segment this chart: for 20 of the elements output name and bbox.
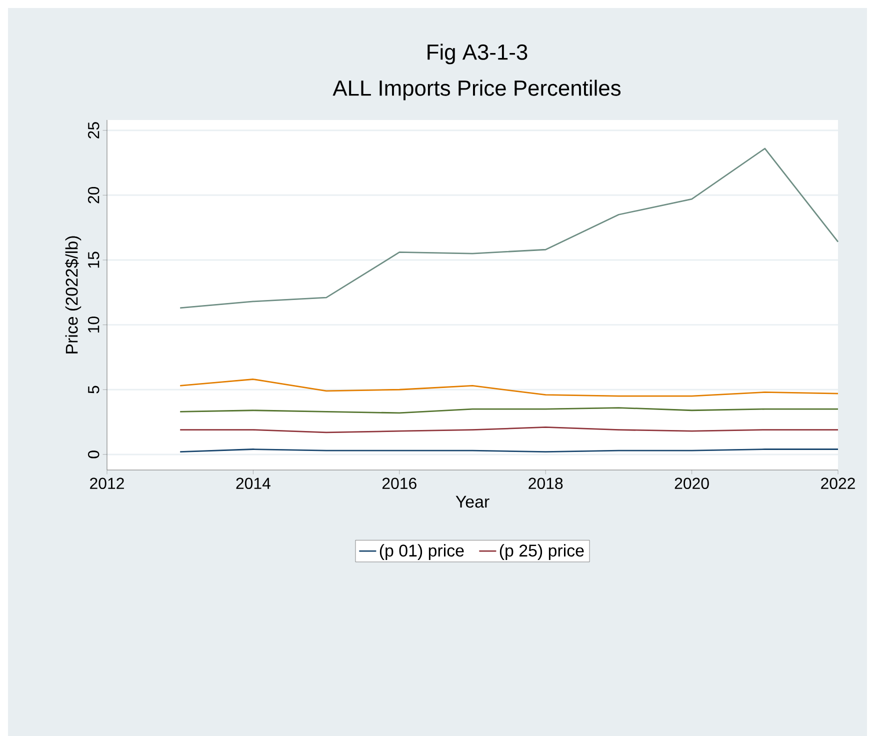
y-tick-label: 20 xyxy=(88,186,100,204)
x-tick-label: 2020 xyxy=(674,478,709,490)
y-tick-label: 25 xyxy=(88,122,100,138)
line-series xyxy=(179,378,839,397)
y-tick-label: 0 xyxy=(88,450,100,458)
line-series xyxy=(179,148,839,309)
x-tick-label: 2022 xyxy=(821,478,855,490)
y-tick-label: 15 xyxy=(88,252,100,268)
legend-label: (p 01) price xyxy=(380,544,464,560)
x-tick-label: 2018 xyxy=(528,478,563,490)
x-axis-title: Year xyxy=(456,496,490,508)
legend-label: (p 25) price xyxy=(500,544,584,560)
y-axis-title: Price (2022$/lb) xyxy=(65,236,82,354)
x-tick-label: 2016 xyxy=(382,478,416,490)
y-tick-label: 10 xyxy=(88,316,100,332)
x-tick-label: 2012 xyxy=(90,478,124,490)
chart-title: Fig A3-1-3 xyxy=(428,44,528,64)
x-tick-label: 2014 xyxy=(236,478,270,490)
chart-subtitle: ALL Imports Price Percentiles xyxy=(332,80,621,100)
y-tick-label: 5 xyxy=(88,386,100,394)
